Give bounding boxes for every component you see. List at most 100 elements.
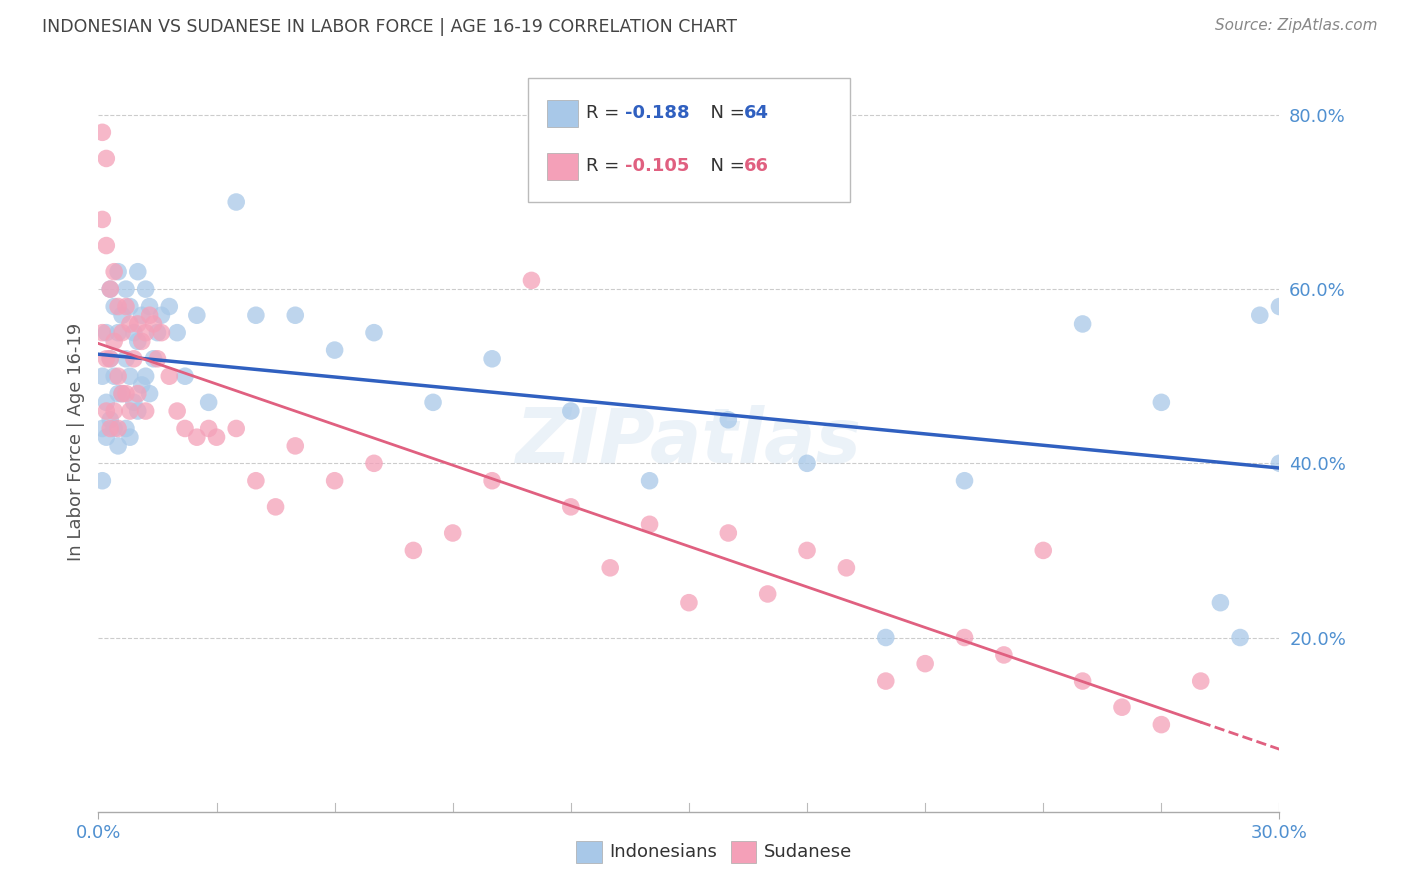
Point [135,369,157,384]
Point [1111,700,1133,714]
Point [118,369,141,384]
Point [481,351,503,366]
Point [150,326,173,340]
Point [127,334,149,349]
Point [264,500,287,514]
Point [111,386,134,401]
Point [520,273,543,287]
Point [174,369,197,384]
Point [717,413,740,427]
Point [560,404,582,418]
Point [756,587,779,601]
Point [1189,674,1212,689]
Point [96,152,118,166]
Point [118,300,141,314]
Point [103,300,125,314]
Point [103,369,125,384]
Point [91,369,114,384]
Text: INDONESIAN VS SUDANESE IN LABOR FORCE | AGE 16-19 CORRELATION CHART: INDONESIAN VS SUDANESE IN LABOR FORCE | … [42,18,737,36]
Point [225,421,247,435]
Point [131,334,153,349]
Point [96,351,118,366]
Point [107,265,129,279]
Point [157,300,180,314]
Point [91,421,114,435]
Text: -0.105: -0.105 [626,157,690,175]
Point [91,212,114,227]
Point [186,430,208,444]
Point [96,238,118,252]
Point [98,351,121,366]
Point [103,334,125,349]
Point [122,351,145,366]
Point [96,430,118,444]
Text: Source: ZipAtlas.com: Source: ZipAtlas.com [1215,18,1378,33]
Point [638,474,661,488]
Point [91,326,114,340]
Point [953,631,976,645]
Text: ZIPatlas: ZIPatlas [516,405,862,478]
Point [107,439,129,453]
Point [197,421,219,435]
Point [107,369,129,384]
Point [1071,317,1094,331]
Point [127,317,149,331]
Point [118,317,141,331]
Point [98,351,121,366]
Point [98,282,121,296]
Point [150,308,173,322]
Point [284,308,307,322]
Point [96,326,118,340]
Point [115,282,138,296]
Point [1071,674,1094,689]
Point [96,395,118,409]
Point [796,456,818,470]
Point [914,657,936,671]
Point [186,308,208,322]
Text: 66: 66 [744,157,769,175]
Point [205,430,228,444]
Point [796,543,818,558]
Point [111,308,134,322]
Point [323,343,346,357]
Point [107,326,129,340]
Point [118,404,141,418]
Point [1229,631,1251,645]
Text: N =: N = [699,104,749,122]
Point [98,413,121,427]
Point [422,395,444,409]
Point [441,526,464,541]
Text: R =: R = [586,157,626,175]
Text: R =: R = [586,104,626,122]
Point [111,386,134,401]
Text: 64: 64 [744,104,769,122]
Point [107,386,129,401]
Point [96,404,118,418]
Point [115,300,138,314]
Point [245,308,267,322]
Point [107,300,129,314]
Point [103,404,125,418]
Point [131,308,153,322]
Point [166,404,188,418]
Point [135,282,157,296]
Point [363,326,385,340]
Text: -0.188: -0.188 [626,104,690,122]
Point [875,631,897,645]
Point [835,561,858,575]
Point [323,474,346,488]
Point [135,404,157,418]
Point [103,265,125,279]
Point [131,378,153,392]
Point [127,404,149,418]
Point [1032,543,1054,558]
Point [122,326,145,340]
Point [174,421,197,435]
Point [115,351,138,366]
Point [1249,308,1271,322]
Point [481,474,503,488]
Point [1268,456,1291,470]
Point [138,308,160,322]
Point [146,351,169,366]
Point [146,326,169,340]
